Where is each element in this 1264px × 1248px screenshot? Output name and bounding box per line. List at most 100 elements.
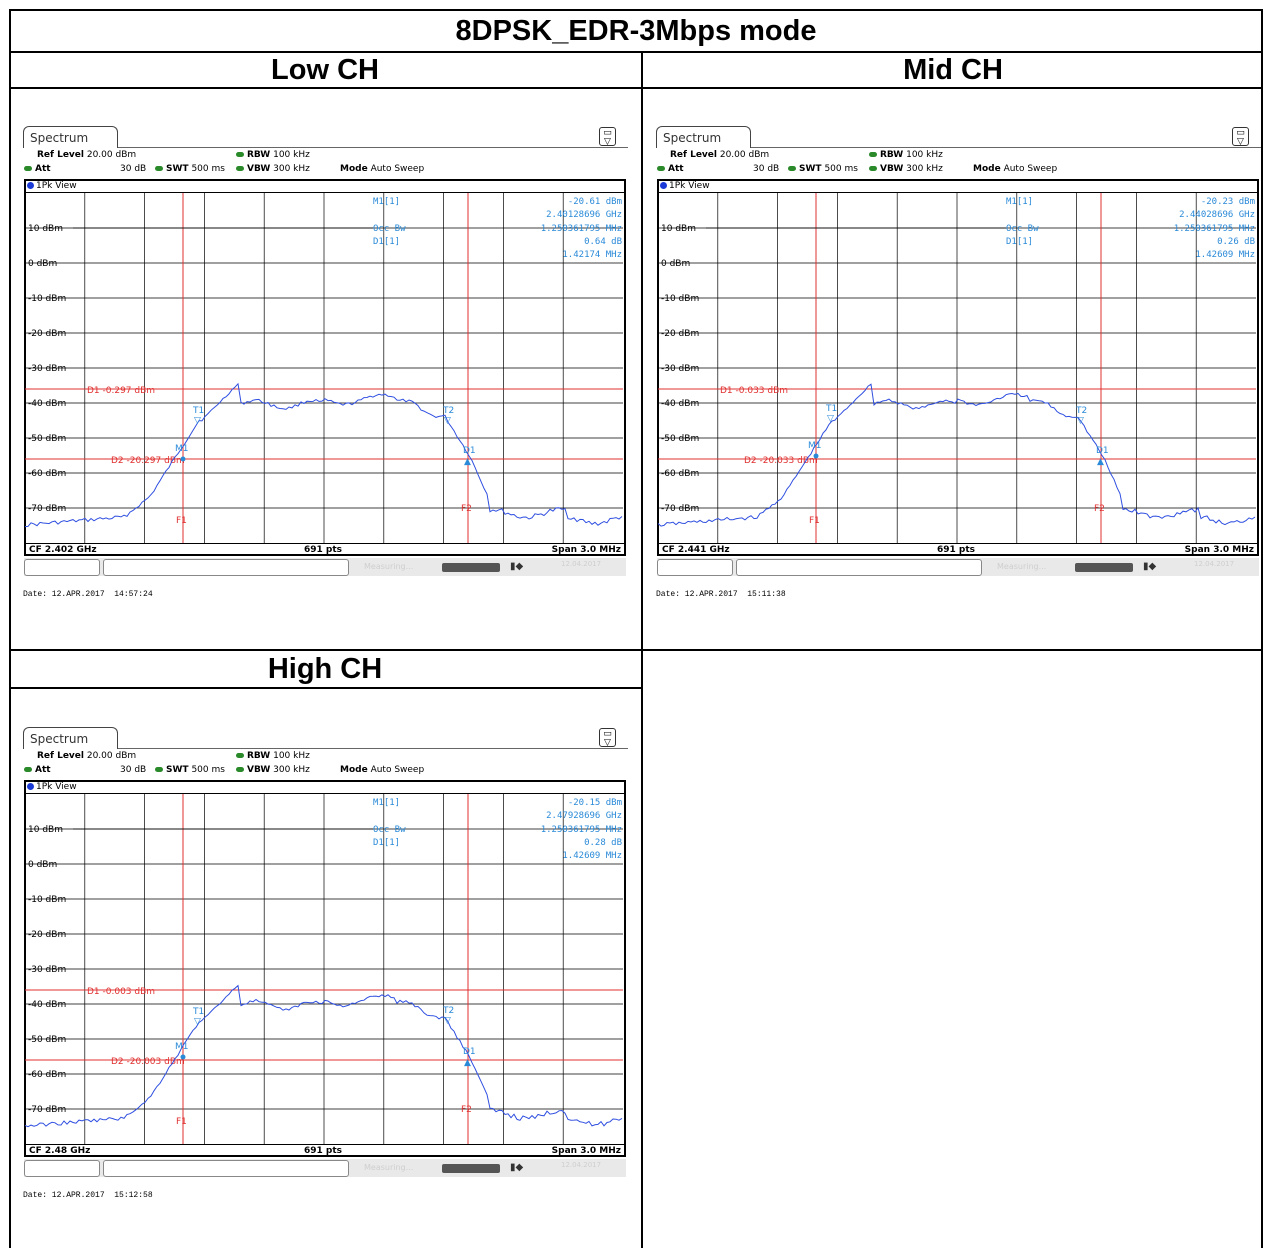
y-tick-label: -20 dBm bbox=[28, 930, 66, 940]
d2-line-label: D2 -20.297 dBm bbox=[111, 456, 185, 466]
sweep-progress bbox=[1075, 563, 1133, 572]
m1-marker bbox=[813, 453, 819, 459]
mode-value: Auto Sweep bbox=[1003, 164, 1058, 174]
vbw-value: 300 kHz bbox=[273, 765, 310, 775]
y-tick-label: -10 dBm bbox=[28, 895, 66, 905]
swt-indicator-icon bbox=[155, 767, 163, 772]
table-title: 8DPSK_EDR-3Mbps mode bbox=[455, 15, 817, 47]
display-config-icon[interactable]: ▭ ▽ bbox=[1232, 127, 1249, 147]
spectrum-trace bbox=[25, 984, 623, 1128]
spectrum-screenshot-high: Spectrum ▭ ▽ Ref Level 20.00 dBm Att 30 d… bbox=[23, 727, 628, 1217]
table-border-left bbox=[9, 9, 11, 1248]
y-tick-label: -40 dBm bbox=[28, 399, 66, 409]
spectrum-tab[interactable]: Spectrum bbox=[23, 126, 118, 148]
sweep-progress bbox=[442, 1164, 500, 1173]
swt-row: SWT 500 ms bbox=[788, 164, 858, 174]
status-field-1[interactable] bbox=[24, 1160, 100, 1177]
view-bar: 1Pk View bbox=[658, 180, 1258, 193]
tab-divider bbox=[118, 748, 628, 749]
y-tick-label: -20 dBm bbox=[28, 329, 66, 339]
rbw-indicator-icon bbox=[869, 152, 877, 157]
spectrum-plot: 10 dBm 0 dBm -10 dBm -20 dBm -30 dBm -40 dBm -… bbox=[25, 794, 623, 1144]
m1-marker-label: M1 bbox=[808, 441, 822, 451]
status-date: 12.04.2017 bbox=[561, 1161, 602, 1169]
status-field-2[interactable] bbox=[736, 559, 982, 576]
status-field-1[interactable] bbox=[657, 559, 733, 576]
status-field-2[interactable] bbox=[103, 1160, 349, 1177]
display-config-icon[interactable]: ▭ ▽ bbox=[599, 127, 616, 147]
m1-readout-value: -20.23 dBm bbox=[1201, 197, 1255, 207]
plot-frame bbox=[24, 179, 626, 556]
table-border-top bbox=[9, 9, 1263, 11]
sweep-points: 691 pts bbox=[937, 545, 976, 555]
att-label: Att bbox=[668, 164, 684, 174]
d1-readout-freq: 1.42609 MHz bbox=[562, 851, 622, 861]
span-value: Span 3.0 MHz bbox=[1184, 545, 1254, 555]
rbw-row: RBW 100 kHz bbox=[869, 150, 943, 160]
y-tick-label: -50 dBm bbox=[28, 1035, 66, 1045]
y-tick-label: 10 dBm bbox=[28, 224, 63, 234]
att-indicator-icon bbox=[657, 166, 665, 171]
y-tick-label: -70 dBm bbox=[28, 1105, 66, 1115]
d1-marker-label: D1 bbox=[1096, 446, 1109, 456]
display-config-icon[interactable]: ▭ ▽ bbox=[599, 728, 616, 748]
spectrum-plot: 10 dBm 0 dBm -10 dBm -20 dBm -30 dBm -40 dBm -… bbox=[658, 193, 1256, 543]
m1-readout-value: -20.15 dBm bbox=[568, 798, 622, 808]
f2-label: F2 bbox=[461, 504, 472, 514]
m1-readout-freq: 2.40128696 GHz bbox=[546, 210, 622, 220]
mode-row: Mode Auto Sweep bbox=[340, 765, 424, 775]
ref-level-label: Ref Level bbox=[37, 751, 84, 761]
y-tick-label: -40 dBm bbox=[28, 1000, 66, 1010]
mode-value: Auto Sweep bbox=[370, 164, 425, 174]
status-field-1[interactable] bbox=[24, 559, 100, 576]
vbw-indicator-icon bbox=[236, 767, 244, 772]
t1-marker-label: T1 bbox=[825, 404, 837, 414]
plot-frame bbox=[24, 780, 626, 1157]
att-value: 30 dB bbox=[753, 164, 780, 174]
y-tick-label: -20 dBm bbox=[661, 329, 699, 339]
att-row: Att bbox=[24, 765, 51, 775]
table-column-divider bbox=[641, 51, 643, 1248]
spectrum-trace bbox=[25, 382, 623, 528]
swt-label: SWT bbox=[166, 164, 189, 174]
spectrum-tab[interactable]: Spectrum bbox=[656, 126, 751, 148]
swt-row: SWT 500 ms bbox=[155, 765, 225, 775]
y-tick-label: -40 dBm bbox=[661, 399, 699, 409]
d1-marker-label: D1 bbox=[463, 1047, 476, 1057]
vbw-row: VBW 300 kHz bbox=[236, 765, 310, 775]
m1-marker bbox=[180, 1054, 186, 1060]
att-row: Att bbox=[657, 164, 684, 174]
rbw-value: 100 kHz bbox=[273, 751, 310, 761]
tab-divider bbox=[118, 147, 628, 148]
result-table: 8DPSK_EDR-3Mbps mode Low CH Mid CH High … bbox=[9, 9, 1263, 1248]
m1-marker-label: M1 bbox=[175, 1042, 189, 1052]
vbw-indicator-icon bbox=[869, 166, 877, 171]
y-tick-label: -70 dBm bbox=[28, 504, 66, 514]
m1-marker-label: M1 bbox=[175, 444, 189, 454]
d1-marker: ▲ bbox=[1097, 457, 1104, 467]
occbw-value: 1.250361795 MHz bbox=[1174, 224, 1255, 234]
swt-value: 500 ms bbox=[191, 765, 225, 775]
plot-frame bbox=[657, 179, 1259, 556]
d1-line-label: D1 -0.033 dBm bbox=[720, 386, 788, 396]
swt-value: 500 ms bbox=[824, 164, 858, 174]
m1-readout-label: M1[1] bbox=[373, 197, 400, 207]
d1-marker-label: D1 bbox=[463, 446, 476, 456]
y-tick-label: -60 dBm bbox=[28, 1070, 66, 1080]
status-bar: Measuring... ▮◆ 12.04.2017 bbox=[657, 558, 1259, 576]
mode-label: Mode bbox=[340, 765, 368, 775]
t1-marker-label: T1 bbox=[192, 1007, 204, 1017]
table-rule-header2 bbox=[9, 687, 643, 689]
ref-level-label: Ref Level bbox=[670, 150, 717, 160]
spectrum-tab[interactable]: Spectrum bbox=[23, 727, 118, 749]
occbw-value: 1.250361795 MHz bbox=[541, 825, 622, 835]
swt-row: SWT 500 ms bbox=[155, 164, 225, 174]
footer-bar: CF 2.441 GHz 691 pts Span 3.0 MHz bbox=[657, 543, 1259, 557]
m1-readout-freq: 2.44028696 GHz bbox=[1179, 210, 1255, 220]
sweep-progress bbox=[442, 563, 500, 572]
ref-level-row: Ref Level 20.00 dBm bbox=[37, 751, 136, 761]
status-field-2[interactable] bbox=[103, 559, 349, 576]
mode-label: Mode bbox=[340, 164, 368, 174]
vbw-row: VBW 300 kHz bbox=[869, 164, 943, 174]
view-bar: 1Pk View bbox=[25, 781, 625, 794]
